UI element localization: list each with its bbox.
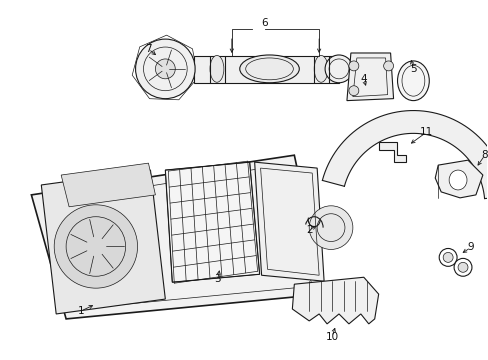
Text: 3: 3: [214, 274, 221, 284]
Circle shape: [442, 252, 452, 262]
Polygon shape: [378, 142, 406, 162]
Ellipse shape: [209, 55, 224, 82]
Polygon shape: [254, 162, 324, 281]
Polygon shape: [434, 160, 482, 198]
Ellipse shape: [313, 55, 327, 82]
Polygon shape: [31, 155, 324, 319]
Circle shape: [348, 61, 358, 71]
Polygon shape: [41, 170, 165, 314]
Text: 1: 1: [78, 306, 84, 316]
Text: 11: 11: [419, 127, 432, 138]
Circle shape: [308, 206, 352, 249]
Polygon shape: [165, 162, 259, 282]
Text: 8: 8: [481, 150, 487, 160]
Circle shape: [348, 86, 358, 96]
Circle shape: [457, 262, 467, 272]
Polygon shape: [322, 111, 488, 199]
Circle shape: [438, 248, 456, 266]
Circle shape: [54, 205, 137, 288]
Circle shape: [383, 61, 393, 71]
Polygon shape: [346, 53, 393, 100]
Ellipse shape: [325, 55, 352, 83]
Text: 4: 4: [360, 74, 366, 84]
Ellipse shape: [397, 61, 428, 100]
Circle shape: [135, 39, 195, 99]
Text: 10: 10: [325, 332, 338, 342]
Ellipse shape: [239, 55, 299, 83]
Circle shape: [155, 59, 175, 79]
Ellipse shape: [448, 170, 466, 190]
Text: 7: 7: [145, 44, 151, 54]
Text: 9: 9: [467, 243, 473, 252]
Polygon shape: [61, 163, 155, 207]
Polygon shape: [292, 277, 378, 324]
Text: 5: 5: [409, 64, 416, 74]
Text: 2: 2: [305, 225, 312, 235]
Circle shape: [453, 258, 471, 276]
Polygon shape: [194, 56, 338, 83]
Text: 6: 6: [261, 18, 267, 28]
